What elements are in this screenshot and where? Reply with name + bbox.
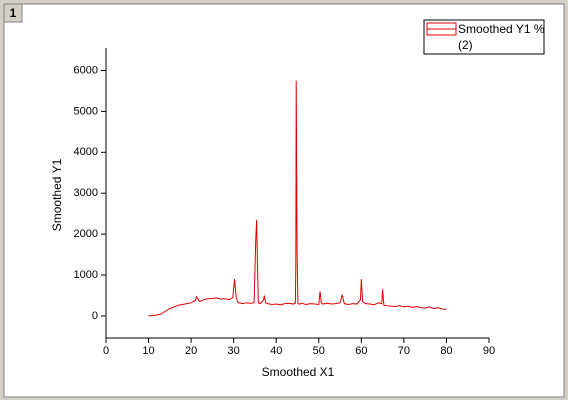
y-tick-label: 2000 (74, 228, 98, 240)
x-tick-label: 40 (270, 345, 282, 357)
x-tick-label: 70 (398, 345, 410, 357)
y-tick-label: 4000 (74, 146, 98, 158)
legend-box (423, 19, 545, 55)
x-tick-label: 0 (103, 345, 109, 357)
x-axis-title: Smoothed X1 (262, 365, 335, 379)
x-tick-label: 60 (355, 345, 367, 357)
y-tick-label: 1000 (74, 269, 98, 281)
x-tick-label: 10 (142, 345, 154, 357)
y-tick-label: 0 (92, 310, 98, 322)
page (3, 3, 565, 398)
x-tick-label: 50 (313, 345, 325, 357)
x-tick-label: 30 (228, 345, 240, 357)
x-tick-label: 90 (483, 345, 495, 357)
y-axis-title: Smoothed Y1 (50, 158, 64, 231)
y-tick-label: 5000 (74, 105, 98, 117)
y-tick-label: 3000 (74, 187, 98, 199)
layer-number: 1 (10, 6, 17, 20)
y-tick-label: 6000 (74, 64, 98, 76)
x-tick-label: 20 (185, 345, 197, 357)
x-tick-label: 80 (440, 345, 452, 357)
data-line (148, 80, 447, 317)
layer-tab[interactable] (3, 3, 23, 23)
legend-label: Smoothed Y1 % (2) (458, 22, 545, 52)
